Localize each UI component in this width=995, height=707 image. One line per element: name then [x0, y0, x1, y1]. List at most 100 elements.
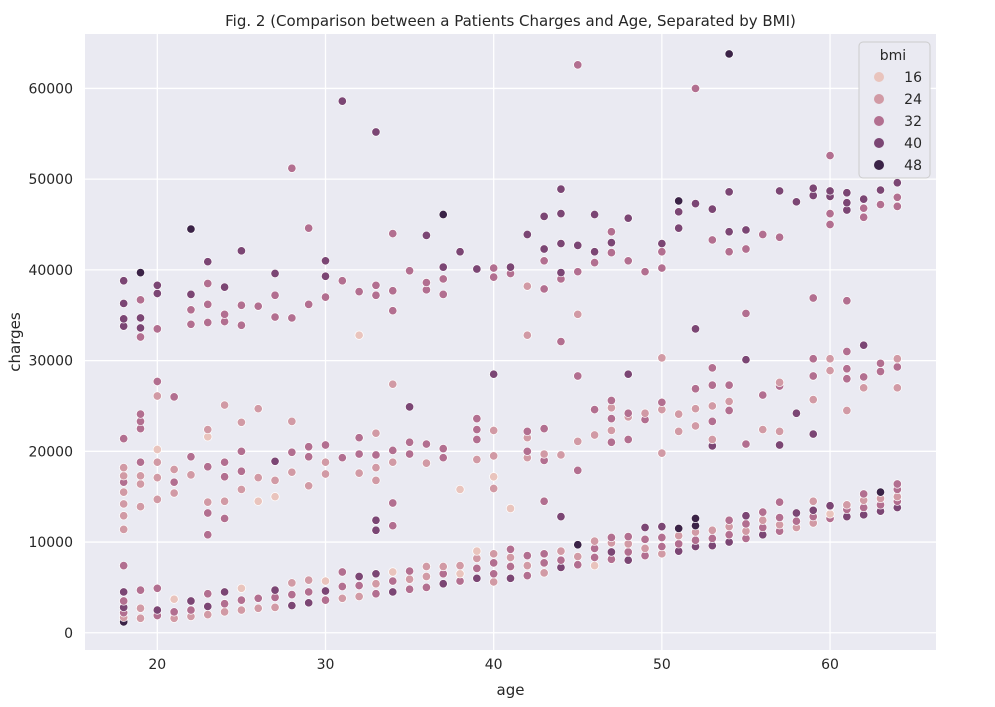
data-point: [590, 536, 600, 546]
data-point: [354, 571, 364, 582]
legend-label: 40: [904, 136, 922, 152]
x-tick-label: 20: [148, 657, 166, 673]
data-point: [270, 290, 280, 300]
data-point: [741, 519, 751, 529]
data-point: [707, 525, 717, 535]
data-point: [236, 320, 246, 330]
data-point: [842, 405, 852, 416]
data-point: [472, 264, 482, 274]
data-point: [371, 515, 381, 525]
data-point: [337, 96, 347, 106]
data-point: [472, 546, 482, 556]
data-point: [220, 513, 230, 524]
data-point: [320, 576, 331, 586]
data-point: [640, 543, 650, 553]
data-point: [775, 186, 785, 196]
data-point: [236, 605, 246, 615]
data-point: [421, 571, 431, 582]
data-point: [421, 582, 431, 592]
data-point: [337, 276, 347, 286]
data-point: [590, 247, 600, 257]
data-point: [674, 523, 684, 533]
data-point: [724, 49, 734, 59]
data-point: [741, 308, 751, 318]
data-point: [808, 354, 818, 364]
data-point: [623, 555, 633, 565]
data-point: [690, 535, 701, 545]
data-point: [573, 465, 583, 475]
data-point: [320, 595, 331, 605]
data-point: [472, 414, 482, 424]
data-point: [623, 369, 633, 379]
data-point: [371, 450, 381, 460]
data-point: [842, 198, 852, 208]
y-axis-ticks: 0 10000 20000 30000 40000 50000 60000: [28, 81, 73, 641]
data-point: [825, 354, 835, 364]
data-point: [741, 355, 751, 365]
data-point: [152, 494, 162, 504]
data-point: [388, 457, 398, 467]
data-point: [152, 391, 162, 401]
data-point: [135, 613, 146, 623]
data-point: [388, 521, 398, 531]
data-point: [421, 561, 431, 572]
data-point: [842, 500, 852, 510]
data-point: [304, 442, 314, 452]
data-point: [186, 596, 196, 606]
data-point: [135, 585, 146, 595]
legend-title: bmi: [880, 48, 906, 64]
data-point: [573, 60, 583, 70]
data-point: [842, 296, 852, 306]
data-point: [472, 454, 482, 465]
data-point: [573, 552, 583, 562]
data-point: [892, 383, 902, 393]
data-point: [304, 223, 314, 233]
data-point: [808, 293, 818, 303]
data-point: [203, 610, 213, 620]
data-point: [152, 280, 162, 290]
data-point: [287, 600, 297, 611]
data-point: [270, 602, 280, 612]
data-point: [304, 575, 314, 585]
data-point: [892, 354, 902, 364]
data-point: [674, 207, 684, 217]
data-point: [354, 330, 364, 340]
data-point: [842, 188, 852, 198]
data-point: [135, 409, 146, 419]
data-point: [505, 561, 516, 572]
legend-label: 48: [904, 158, 922, 174]
data-point: [119, 276, 129, 286]
data-point: [304, 481, 314, 491]
data-point: [859, 212, 869, 222]
x-axis-label: age: [497, 681, 525, 699]
data-point: [707, 401, 717, 411]
x-axis-ticks: 20 30 40 50 60: [148, 657, 839, 673]
data-point: [371, 569, 381, 579]
data-point: [522, 426, 532, 436]
data-point: [455, 484, 465, 494]
data-point: [320, 457, 331, 467]
data-point: [220, 282, 230, 292]
data-point: [135, 323, 146, 333]
data-point: [556, 184, 566, 194]
data-point: [119, 596, 129, 606]
data-point: [304, 299, 314, 309]
data-point: [825, 366, 835, 376]
data-point: [135, 603, 146, 613]
data-point: [337, 567, 347, 577]
data-point: [371, 463, 381, 473]
data-point: [640, 534, 650, 544]
data-point: [169, 392, 179, 402]
data-point: [657, 247, 667, 257]
data-point: [169, 607, 179, 617]
data-point: [892, 362, 902, 372]
data-point: [606, 437, 616, 447]
data-point: [657, 239, 667, 249]
data-point: [337, 453, 347, 463]
data-point: [253, 301, 263, 311]
data-point: [522, 571, 532, 581]
data-point: [875, 200, 886, 210]
data-point: [320, 440, 331, 450]
data-point: [489, 425, 499, 436]
data-point: [388, 498, 398, 508]
